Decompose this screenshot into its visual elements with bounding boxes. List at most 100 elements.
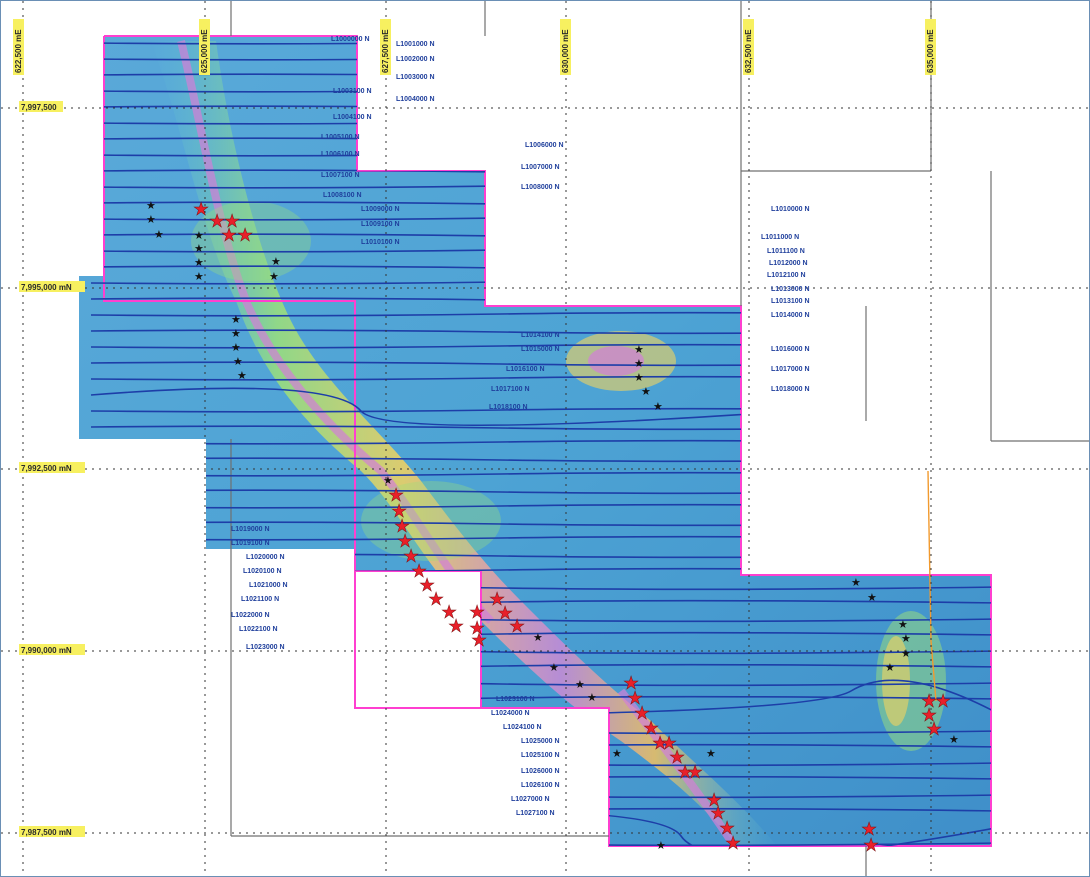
svg-text:★: ★ xyxy=(209,211,225,232)
svg-text:★: ★ xyxy=(419,575,435,596)
northing-labels: 7,997,500 7,995,000 mN 7,992,500 mN 7,99… xyxy=(19,101,85,837)
northing-label: 7,997,500 xyxy=(21,103,57,112)
flight-line-label: L1017100 N xyxy=(491,386,530,393)
flight-line-label: L1004100 N xyxy=(333,114,372,121)
svg-text:★: ★ xyxy=(193,199,209,220)
svg-text:★: ★ xyxy=(469,618,485,639)
svg-text:★: ★ xyxy=(867,591,877,604)
svg-text:★: ★ xyxy=(194,242,204,255)
flight-line-label: L1003100 N xyxy=(333,88,372,95)
svg-text:★: ★ xyxy=(901,647,911,660)
flight-line-label: L1009100 N xyxy=(361,221,400,228)
svg-text:★: ★ xyxy=(634,343,644,356)
svg-text:★: ★ xyxy=(441,602,457,623)
svg-text:★: ★ xyxy=(533,631,543,644)
svg-text:★: ★ xyxy=(921,705,937,726)
svg-text:★: ★ xyxy=(719,818,735,839)
svg-text:★: ★ xyxy=(221,225,237,246)
svg-text:★: ★ xyxy=(146,213,156,226)
svg-text:★: ★ xyxy=(237,369,247,382)
profile-spike xyxy=(927,470,937,702)
svg-text:★: ★ xyxy=(231,341,241,354)
svg-text:★: ★ xyxy=(231,313,241,326)
svg-text:★: ★ xyxy=(391,501,407,522)
svg-text:★: ★ xyxy=(935,691,951,712)
black-star-markers: ★★★ ★★★ ★★★ ★★★ ★★ ★★★ ★★ ★★ ★★★ ★★ ★ ★★ … xyxy=(146,199,959,852)
flight-line-label: L1010100 N xyxy=(361,239,400,246)
svg-text:★: ★ xyxy=(861,819,877,840)
easting-label: 630,000 mE xyxy=(561,29,570,73)
svg-text:★: ★ xyxy=(403,546,419,567)
flight-line-label: L1025100 N xyxy=(521,752,560,759)
svg-text:★: ★ xyxy=(623,673,639,694)
svg-text:★: ★ xyxy=(575,678,585,691)
svg-text:★: ★ xyxy=(669,747,685,768)
svg-text:★: ★ xyxy=(154,228,164,241)
svg-text:★: ★ xyxy=(677,762,693,783)
svg-text:★: ★ xyxy=(388,485,404,506)
flight-line-label: L1008100 N xyxy=(323,192,362,199)
svg-text:★: ★ xyxy=(471,630,487,651)
svg-text:★: ★ xyxy=(653,400,663,413)
easting-label: 627,500 mE xyxy=(381,29,390,73)
svg-text:★: ★ xyxy=(643,718,659,739)
svg-text:★: ★ xyxy=(949,733,959,746)
svg-text:★: ★ xyxy=(634,371,644,384)
northing-label: 7,990,000 mN xyxy=(21,646,72,655)
svg-text:★: ★ xyxy=(383,474,393,487)
easting-label: 625,000 mE xyxy=(200,29,209,73)
svg-text:★: ★ xyxy=(233,355,243,368)
flight-line-label: L1018100 N xyxy=(489,404,528,411)
svg-text:★: ★ xyxy=(497,603,513,624)
flight-line-label: L1003000 N xyxy=(396,74,435,81)
svg-text:★: ★ xyxy=(411,561,427,582)
svg-text:★: ★ xyxy=(271,255,281,268)
flight-line-label: L1006000 N xyxy=(525,142,564,149)
flight-line-label: L1005100 N xyxy=(321,134,360,141)
svg-text:★: ★ xyxy=(725,833,741,854)
svg-text:★: ★ xyxy=(851,576,861,589)
svg-text:★: ★ xyxy=(194,256,204,269)
flight-line-label: L1016100 N xyxy=(506,366,545,373)
svg-text:★: ★ xyxy=(641,385,651,398)
flight-line-label: L1011000 N xyxy=(761,234,799,241)
flight-line-label: L1002000 N xyxy=(396,56,435,63)
flight-line-label: L1017000 N xyxy=(771,366,810,373)
flight-line-label: L1011100 N xyxy=(767,248,805,255)
easting-label: 635,000 mE xyxy=(926,29,935,73)
svg-text:★: ★ xyxy=(634,703,650,724)
flight-line-label: L1014100 N xyxy=(521,332,560,339)
svg-text:★: ★ xyxy=(898,618,908,631)
northing-label: 7,995,000 mN xyxy=(21,283,72,292)
flight-line-label: L1009000 N xyxy=(361,206,400,213)
flight-line-label: L1016000 N xyxy=(771,346,810,353)
flight-line-label: L1021000 N xyxy=(249,582,288,589)
svg-text:★: ★ xyxy=(926,719,942,740)
svg-text:★: ★ xyxy=(448,616,464,637)
svg-text:★: ★ xyxy=(587,691,597,704)
svg-text:★: ★ xyxy=(885,661,895,674)
flight-line-label: L1026100 N xyxy=(521,782,560,789)
flight-line-label: L1021100 N xyxy=(241,596,279,603)
svg-text:★: ★ xyxy=(146,199,156,212)
svg-text:★: ★ xyxy=(687,762,703,783)
flight-line-label: L1020000 N xyxy=(246,554,285,561)
flight-line-label: L1012000 N xyxy=(769,260,808,267)
svg-text:★: ★ xyxy=(706,747,716,760)
svg-text:★: ★ xyxy=(428,589,444,610)
svg-text:★: ★ xyxy=(656,839,666,852)
svg-text:★: ★ xyxy=(710,803,726,824)
svg-text:★: ★ xyxy=(391,488,401,501)
svg-text:★: ★ xyxy=(661,733,677,754)
svg-text:★: ★ xyxy=(231,327,241,340)
flight-line-label: L1015000 N xyxy=(521,346,560,353)
flight-line-label: L1014000 N xyxy=(771,312,810,319)
flight-line-label: L1000000 N xyxy=(331,36,370,43)
flight-line-label: L1013100 N xyxy=(771,298,810,305)
svg-text:★: ★ xyxy=(863,835,879,856)
flight-line-label: L1026000 N xyxy=(521,768,560,775)
svg-text:★: ★ xyxy=(489,589,505,610)
red-star-markers: ★★★ ★ ★ ★★★ ★★★ ★★★ ★★★ ★★★ ★ ★★★ ★★★ ★★★… xyxy=(193,199,952,857)
svg-text:★: ★ xyxy=(627,688,643,709)
